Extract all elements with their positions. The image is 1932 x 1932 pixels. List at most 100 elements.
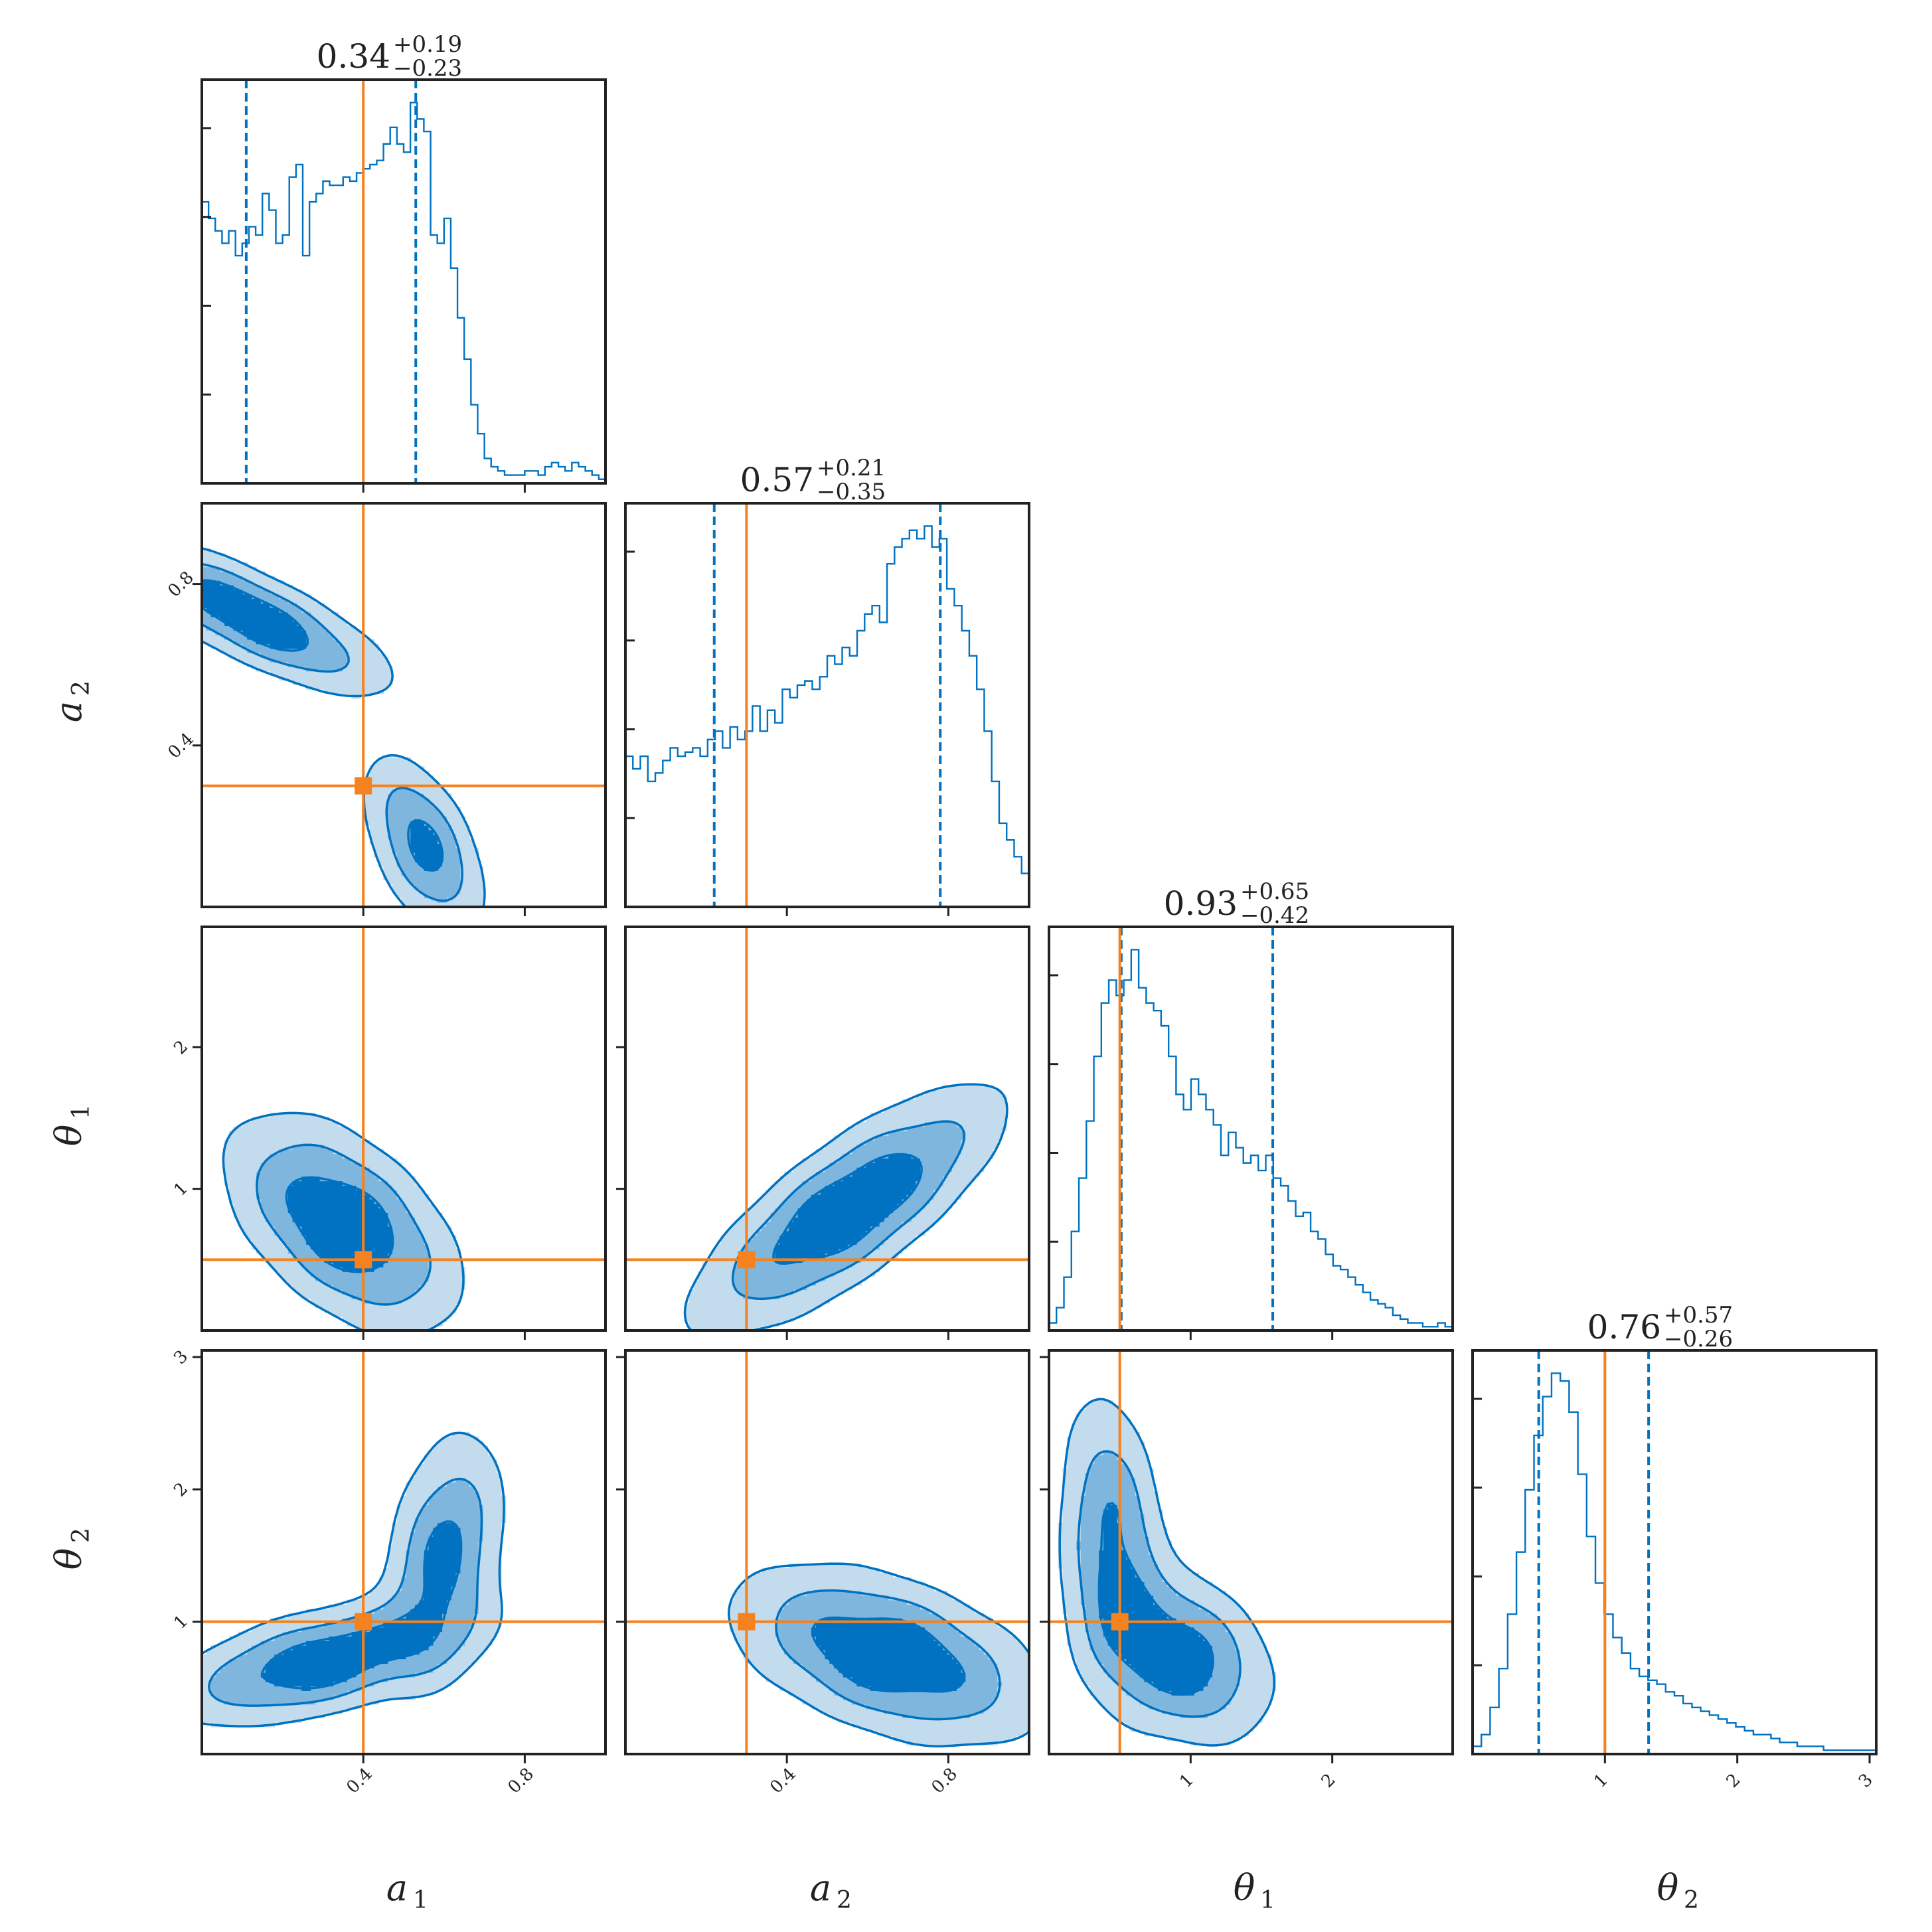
contour-line [208,1477,483,1707]
histogram-title-theta2: 0.76 +0.57−0.26 [1587,1302,1733,1352]
panel-frame [624,926,1030,1332]
contour-area [202,1431,507,1728]
axis-symbol: θ [1234,1867,1255,1909]
histogram-title-a1: 0.34 +0.19−0.23 [317,31,463,82]
axis-symbol: θ [48,1548,90,1570]
upper-error: +0.21 [817,455,886,481]
y-axis-label-theta1: θ1 [48,1104,95,1146]
histogram-panel-a2: 0.57 +0.21−0.35 [624,455,1030,908]
contour-line [202,579,444,872]
panel-frame [624,502,1030,908]
median-value: 0.93 [1164,884,1238,923]
y-axis-label-theta2: θ2 [48,1528,95,1570]
upper-error: +0.19 [393,31,462,58]
histogram-a1 [201,102,605,483]
histogram-panel-theta2: 0.76 +0.57−0.26 [1471,1302,1878,1755]
x-tick-label-a2: 0.8 [928,1764,961,1797]
truth-marker [355,1613,372,1631]
panel-frame [1471,1349,1878,1755]
contour-line [1058,1398,1275,1747]
contour-area [727,1562,1029,1747]
panel-frame [201,78,607,485]
lower-error: −0.26 [1664,1326,1733,1352]
axis-subscript: 1 [413,1887,428,1914]
contour-panel-theta2-vs-theta1 [1048,1349,1454,1755]
x-tick-label-a1: 0.4 [343,1764,376,1797]
x-tick-label-a1: 0.8 [505,1764,538,1797]
x-tick-label-theta2: 1 [1590,1770,1612,1792]
panel-frame [1048,1349,1454,1755]
y-tick-label-theta2: 2 [170,1479,192,1501]
x-tick-label-theta1: 2 [1318,1770,1340,1792]
median-value: 0.76 [1587,1308,1661,1346]
contour-panel-theta1-vs-a1 [201,926,607,1332]
panel-frame [201,1349,607,1755]
histogram-title-theta1: 0.93 +0.65−0.42 [1164,878,1310,929]
contour-area [1058,1398,1277,1747]
y-axis-label-a2: a2 [48,681,95,722]
axis-subscript: 1 [1260,1887,1275,1914]
upper-error: +0.57 [1664,1302,1733,1328]
histogram-panel-theta1: 0.93 +0.65−0.42 [1048,878,1454,1332]
y-tick-label-theta1: 2 [170,1037,192,1059]
x-tick-label-theta1: 1 [1176,1770,1198,1792]
axis-subscript: 2 [68,1528,95,1543]
panel-frame [201,502,607,908]
contour-area [202,546,486,907]
y-tick-label-theta2: 1 [170,1611,192,1633]
histogram-panel-a1: 0.34 +0.19−0.23 [201,31,607,485]
truth-marker [1111,1613,1129,1631]
axis-symbol: θ [1657,1867,1679,1909]
axis-symbol: a [386,1867,408,1909]
x-tick-label-theta2: 2 [1723,1770,1745,1792]
truth-marker [355,1251,372,1269]
contour-line [222,1111,465,1330]
contour-area [683,1083,1008,1330]
truth-marker [355,777,372,795]
lower-error: −0.23 [393,55,462,82]
axis-symbol: θ [48,1125,90,1147]
contour-line [1097,1502,1214,1696]
axis-subscript: 2 [68,681,95,696]
lower-error: −0.42 [1240,902,1309,929]
axis-subscript: 2 [837,1887,852,1914]
y-tick-label-theta1: 1 [170,1178,192,1200]
x-tick-label-theta2: 3 [1855,1770,1877,1792]
panel-frame [624,1349,1030,1755]
contour-panel-theta2-vs-a2 [624,1349,1030,1755]
contour-line [775,1589,1001,1721]
contour-panel-theta2-vs-a1 [201,1349,607,1755]
upper-error: +0.65 [1240,878,1309,905]
axis-subscript: 1 [68,1104,95,1119]
lower-error: −0.35 [817,479,886,505]
contour-panel-a2-vs-a1 [201,502,607,908]
x-tick-label-a2: 0.4 [766,1764,799,1797]
y-tick-label-theta2: 3 [170,1346,192,1368]
panel-frame [201,926,607,1332]
histogram-theta1 [1048,949,1453,1330]
y-tick-label-a2: 0.8 [164,568,197,601]
truth-marker [738,1251,756,1269]
contour-line [683,1083,1008,1330]
histogram-theta2 [1471,1372,1876,1754]
histogram-title-a2: 0.57 +0.21−0.35 [740,455,886,505]
contour-line [727,1562,1029,1747]
axis-symbol: a [48,701,90,722]
histogram-a2 [624,525,1029,907]
contour-area [222,1111,465,1330]
contour-panel-theta1-vs-a2 [624,926,1030,1332]
contour-line [261,1520,463,1690]
axis-symbol: a [810,1867,831,1909]
median-value: 0.34 [317,37,390,76]
median-value: 0.57 [740,461,814,499]
contour-line [732,1120,966,1301]
axis-subscript: 2 [1684,1887,1699,1914]
contour-line [772,1153,923,1265]
y-tick-label-a2: 0.4 [164,729,197,762]
truth-marker [738,1613,756,1631]
